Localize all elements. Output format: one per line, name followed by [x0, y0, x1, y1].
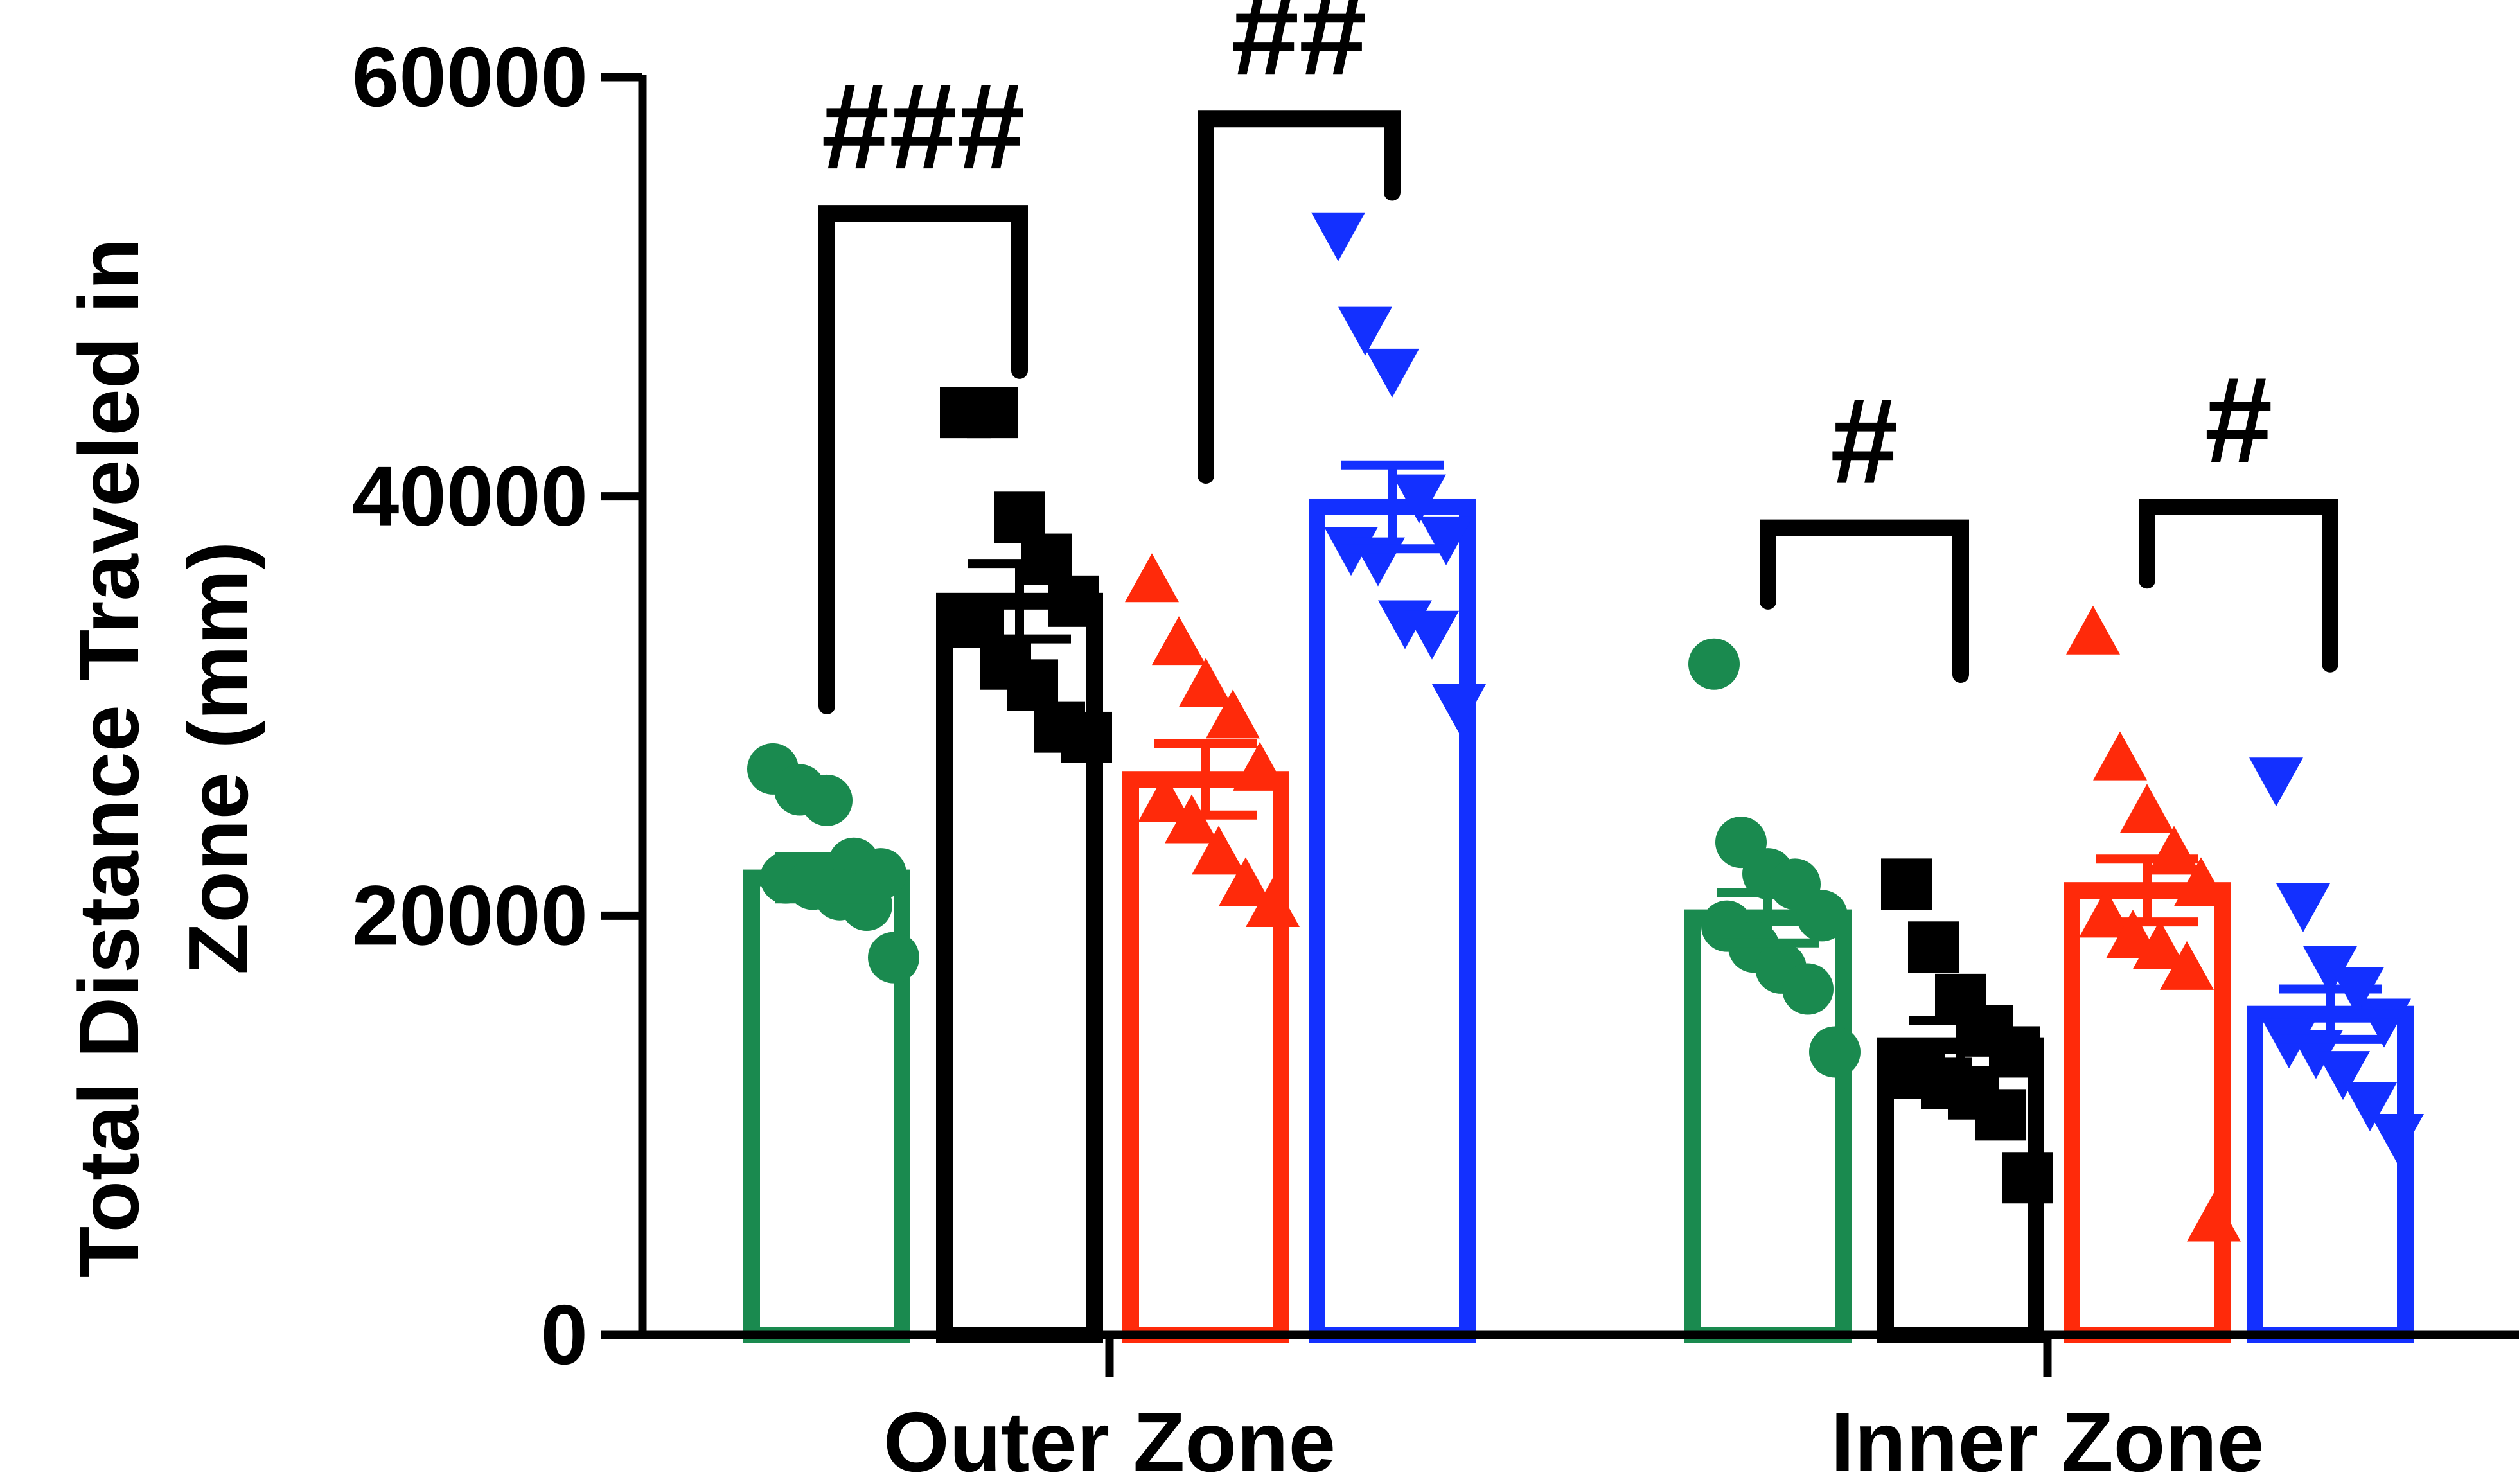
data-point-0-2-8 — [1219, 857, 1273, 906]
data-point-0-2-2 — [1179, 658, 1233, 707]
data-point-1-0-8 — [1782, 963, 1834, 1015]
data-point-0-2-9 — [1246, 878, 1300, 928]
y-tick-label-1: 20000 — [352, 868, 588, 962]
data-point-1-1-1 — [1908, 921, 1959, 973]
significance-bracket-0 — [818, 205, 1028, 714]
y-axis-label-line-2: Zone (mm) — [171, 542, 265, 975]
data-point-0-2-7 — [1192, 826, 1246, 875]
data-point-1-2-7 — [2133, 920, 2187, 969]
data-point-1-2-8 — [2160, 941, 2214, 990]
y-tick-label-2: 40000 — [352, 449, 588, 543]
data-point-0-3-3 — [1392, 474, 1446, 524]
data-point-1-2-3 — [2147, 826, 2201, 875]
data-point-0-3-4 — [1419, 516, 1473, 565]
data-point-1-2-9 — [2187, 1192, 2241, 1242]
data-point-1-3-2 — [2303, 946, 2357, 995]
data-point-1-3-7 — [2316, 1051, 2370, 1100]
data-point-0-1-9 — [1061, 711, 1112, 763]
data-point-0-2-5 — [1138, 773, 1192, 822]
data-point-0-0-8 — [841, 879, 892, 932]
data-point-0-1-1 — [967, 387, 1018, 439]
y-tick-label-0: 0 — [541, 1287, 588, 1382]
significance-label-2: # — [1830, 373, 1898, 509]
data-point-1-3-9 — [2370, 1113, 2424, 1163]
data-point-1-0-9 — [1809, 1026, 1861, 1078]
significance-label-1: ## — [1231, 0, 1366, 100]
data-point-1-3-1 — [2276, 883, 2330, 933]
data-point-1-1-0 — [1881, 858, 1932, 910]
data-point-0-0-9 — [868, 932, 919, 984]
data-point-1-1-8 — [1975, 1089, 2026, 1141]
data-point-1-3-0 — [2249, 757, 2303, 807]
data-point-0-2-1 — [1152, 616, 1206, 666]
data-point-1-3-8 — [2343, 1082, 2397, 1132]
data-point-1-1-9 — [2002, 1152, 2053, 1204]
y-axis-label: Total Distance Traveled in Zone (mm) — [62, 238, 265, 1278]
data-point-0-0-2 — [801, 774, 853, 826]
data-point-1-2-1 — [2093, 731, 2147, 781]
data-point-1-2-2 — [2120, 784, 2174, 833]
data-point-1-0-0 — [1688, 638, 1740, 690]
x-tick-label-1: Inner Zone — [1831, 1395, 2265, 1484]
significance-bracket-1 — [1198, 110, 1401, 484]
data-point-0-2-0 — [1125, 553, 1179, 603]
data-point-0-3-0 — [1311, 212, 1365, 261]
data-point-0-3-9 — [1432, 684, 1486, 733]
data-point-1-2-0 — [2066, 605, 2120, 655]
y-axis-label-line-1: Total Distance Traveled in — [62, 238, 156, 1278]
data-point-0-3-8 — [1405, 610, 1459, 660]
significance-label-0: ### — [821, 58, 1025, 195]
data-point-0-3-1 — [1338, 306, 1392, 356]
y-tick-label-3: 60000 — [352, 30, 588, 124]
x-tick-label-0: Outer Zone — [883, 1395, 1336, 1484]
significance-bracket-3 — [2139, 498, 2338, 673]
data-point-0-3-2 — [1365, 348, 1419, 398]
significance-label-3: # — [2205, 352, 2273, 488]
data-point-0-2-3 — [1206, 689, 1260, 739]
significance-bracket-2 — [1760, 519, 1969, 684]
